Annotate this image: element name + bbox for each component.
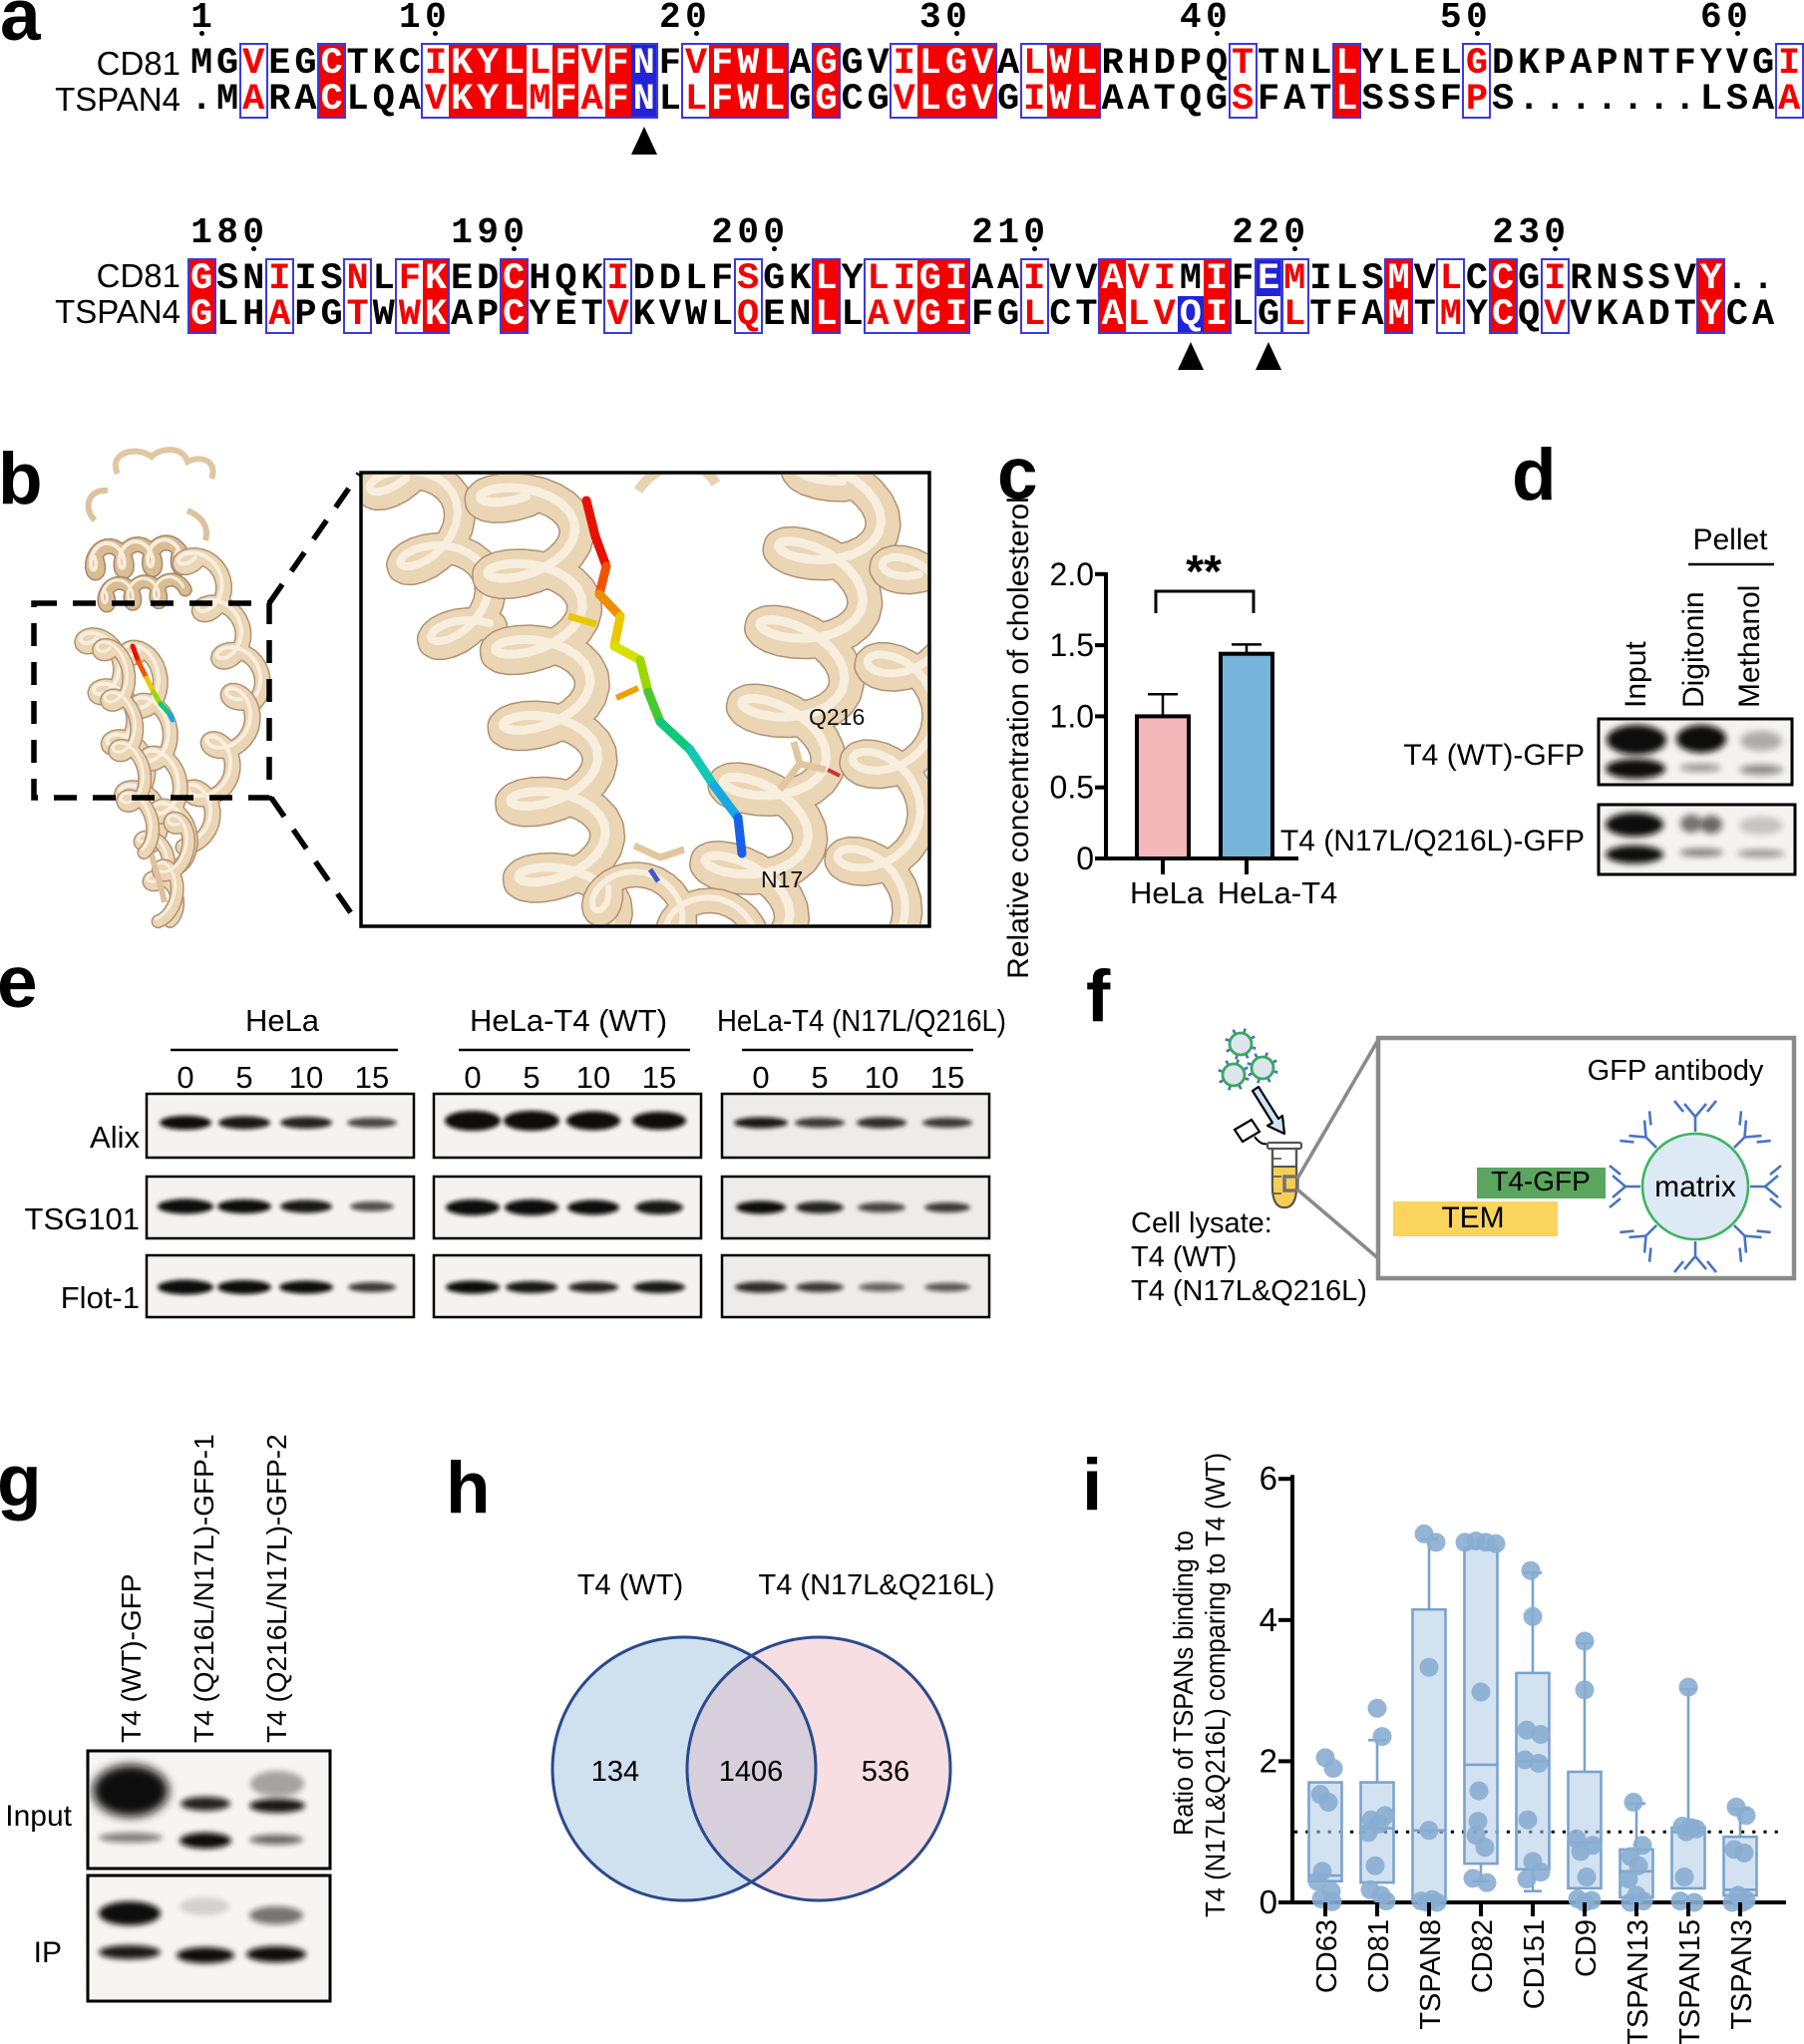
svg-text:0: 0 bbox=[752, 1060, 769, 1095]
svg-text:0: 0 bbox=[1076, 841, 1094, 876]
svg-text:2.0: 2.0 bbox=[1050, 556, 1094, 592]
svg-text:N17: N17 bbox=[761, 866, 803, 892]
svg-text:10: 10 bbox=[289, 1060, 323, 1095]
svg-text:GFP antibody: GFP antibody bbox=[1588, 1055, 1764, 1087]
svg-text:Pellet: Pellet bbox=[1692, 523, 1768, 556]
svg-text:1.0: 1.0 bbox=[1050, 698, 1094, 734]
svg-text:T4 (Q216L/N17L)-GFP-1: T4 (Q216L/N17L)-GFP-1 bbox=[188, 1434, 219, 1743]
svg-text:4: 4 bbox=[1260, 1601, 1277, 1638]
svg-text:1406: 1406 bbox=[719, 1756, 784, 1788]
svg-text:0: 0 bbox=[1260, 1883, 1277, 1920]
svg-text:T4 (WT): T4 (WT) bbox=[577, 1569, 683, 1601]
svg-text:T4 (N17L&Q216L): T4 (N17L&Q216L) bbox=[759, 1569, 995, 1601]
svg-text:T4 (N17L&Q216L): T4 (N17L&Q216L) bbox=[1131, 1275, 1367, 1307]
svg-text:536: 536 bbox=[862, 1756, 909, 1788]
svg-text:TSG101: TSG101 bbox=[25, 1201, 140, 1236]
svg-text:CD81: CD81 bbox=[1363, 1919, 1395, 1993]
svg-text:0.5: 0.5 bbox=[1050, 770, 1094, 806]
svg-text:TEM: TEM bbox=[1441, 1201, 1504, 1234]
svg-text:Ratio of TSPANs binding to: Ratio of TSPANs binding to bbox=[1168, 1531, 1199, 1836]
svg-text:10: 10 bbox=[865, 1060, 899, 1095]
svg-text:T4 (N17L/Q216L)-GFP: T4 (N17L/Q216L)-GFP bbox=[1280, 825, 1585, 857]
svg-text:15: 15 bbox=[355, 1060, 389, 1095]
svg-text:IP: IP bbox=[34, 1936, 62, 1969]
svg-text:TSPAN13: TSPAN13 bbox=[1623, 1919, 1654, 2044]
svg-text:Input: Input bbox=[5, 1800, 72, 1833]
svg-text:10: 10 bbox=[576, 1060, 610, 1095]
svg-text:Methanol: Methanol bbox=[1733, 585, 1766, 708]
svg-text:CD82: CD82 bbox=[1467, 1919, 1499, 1993]
svg-text:Cell lysate:: Cell lysate: bbox=[1131, 1207, 1272, 1239]
svg-text:T4 (WT): T4 (WT) bbox=[1131, 1241, 1237, 1273]
svg-text:134: 134 bbox=[591, 1756, 639, 1788]
svg-text:Relative concentration of chol: Relative concentration of cholesterol bbox=[1002, 497, 1035, 979]
svg-text:5: 5 bbox=[523, 1060, 540, 1095]
svg-text:15: 15 bbox=[930, 1060, 964, 1095]
svg-text:CD9: CD9 bbox=[1571, 1919, 1603, 1977]
svg-text:**: ** bbox=[1186, 545, 1222, 597]
svg-text:T4 (WT)-GFP: T4 (WT)-GFP bbox=[1403, 739, 1585, 772]
svg-text:Input: Input bbox=[1620, 641, 1652, 708]
svg-text:Digitonin: Digitonin bbox=[1677, 591, 1710, 708]
svg-text:HeLa-T4 (WT): HeLa-T4 (WT) bbox=[470, 1003, 667, 1038]
svg-text:Q216: Q216 bbox=[809, 704, 865, 730]
svg-text:HeLa-T4: HeLa-T4 bbox=[1218, 875, 1338, 910]
svg-text:Flot-1: Flot-1 bbox=[61, 1280, 140, 1315]
svg-text:5: 5 bbox=[811, 1060, 828, 1095]
svg-text:0: 0 bbox=[177, 1060, 193, 1095]
svg-text:5: 5 bbox=[235, 1060, 252, 1095]
svg-text:2: 2 bbox=[1260, 1742, 1277, 1779]
svg-text:T4 (N17L&Q216L) comparing to T: T4 (N17L&Q216L) comparing to T4 (WT) bbox=[1200, 1453, 1231, 1917]
svg-text:T4 (WT)-GFP: T4 (WT)-GFP bbox=[116, 1573, 147, 1743]
svg-text:T4 (Q216L/N17L)-GFP-2: T4 (Q216L/N17L)-GFP-2 bbox=[261, 1434, 292, 1743]
svg-text:15: 15 bbox=[642, 1060, 676, 1095]
svg-text:matrix: matrix bbox=[1654, 1171, 1736, 1203]
svg-text:TSPAN15: TSPAN15 bbox=[1674, 1919, 1706, 2044]
svg-text:CD63: CD63 bbox=[1311, 1919, 1343, 1993]
svg-text:TSPAN3: TSPAN3 bbox=[1726, 1919, 1758, 2030]
svg-text:HeLa: HeLa bbox=[1130, 875, 1205, 910]
svg-text:Alix: Alix bbox=[90, 1120, 140, 1155]
svg-text:TSPAN8: TSPAN8 bbox=[1415, 1919, 1447, 2030]
svg-text:0: 0 bbox=[464, 1060, 481, 1095]
svg-text:CD151: CD151 bbox=[1519, 1919, 1551, 2009]
svg-text:HeLa-T4 (N17L/Q216L): HeLa-T4 (N17L/Q216L) bbox=[717, 1003, 1006, 1038]
svg-text:HeLa: HeLa bbox=[245, 1003, 320, 1038]
svg-text:1.5: 1.5 bbox=[1050, 627, 1094, 663]
svg-text:6: 6 bbox=[1260, 1460, 1277, 1497]
svg-text:T4-GFP: T4-GFP bbox=[1491, 1166, 1591, 1196]
